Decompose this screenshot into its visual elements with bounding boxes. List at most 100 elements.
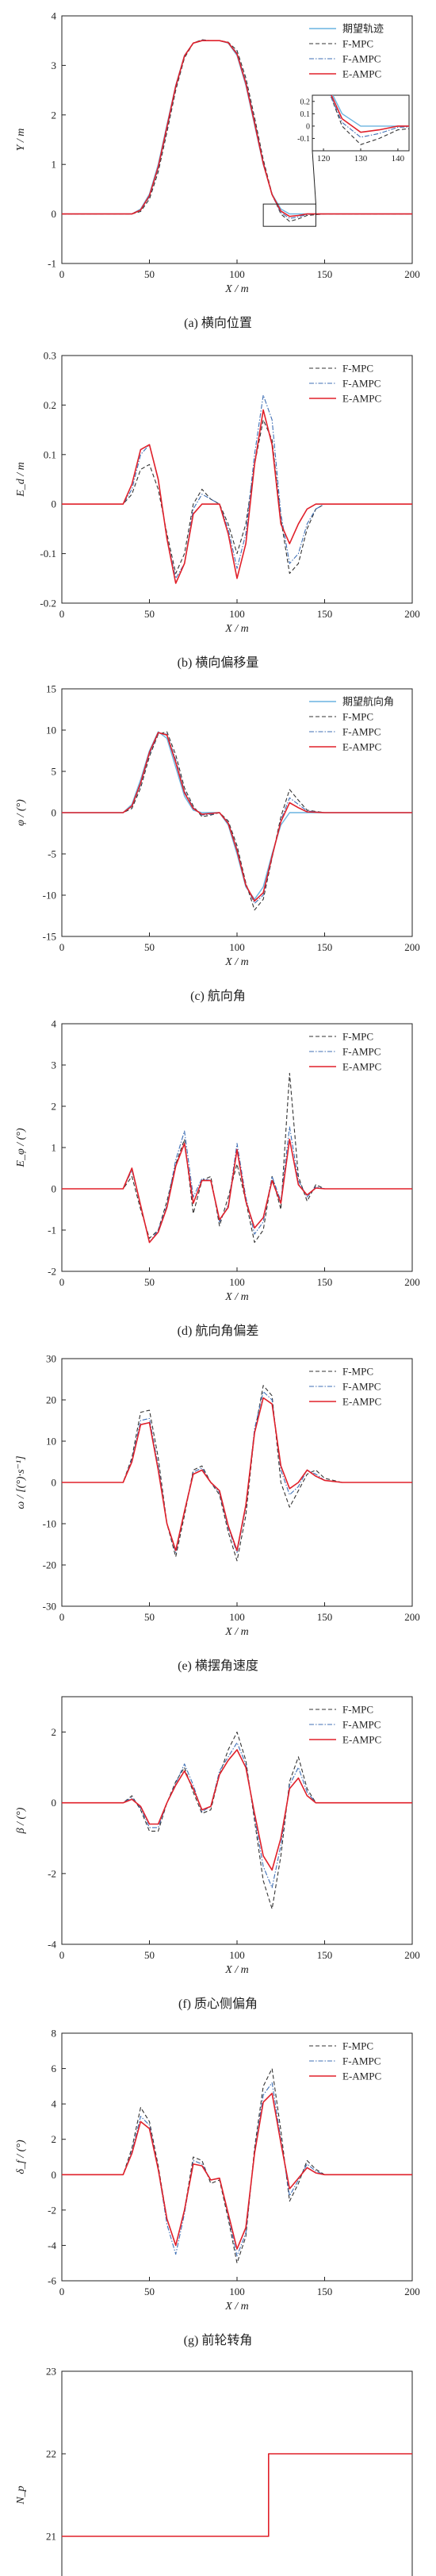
y-tick-label: 1 — [52, 159, 57, 171]
x-tick-label: 0 — [59, 608, 65, 620]
y-tick-label: -10 — [43, 890, 56, 902]
y-tick-label: 3 — [52, 1059, 57, 1071]
y-tick-label: -6 — [48, 2275, 56, 2287]
y-axis-label: β / (°) — [15, 1807, 27, 1834]
y-tick-label: 22 — [46, 2448, 56, 2460]
legend-label: F-MPC — [342, 1366, 373, 1378]
legend-label: E-AMPC — [342, 1396, 381, 1408]
x-axis-label: X / m — [224, 1291, 249, 1303]
x-tick-label: 150 — [317, 1611, 333, 1623]
chart-panel-3: 0 50 100 150 200 -2 -1 0 1 2 3 4 X / m E_φ / (°) (d) 航… — [15, 1018, 420, 1339]
x-axis-label: X / m — [224, 283, 249, 295]
x-tick-label: 50 — [144, 1949, 155, 1961]
x-tick-label: 50 — [144, 608, 155, 620]
x-tick-label: 150 — [317, 1276, 333, 1288]
y-tick-label: 0 — [52, 498, 57, 510]
legend-label: 期望轨迹 — [342, 23, 384, 35]
x-tick-label: 100 — [229, 1949, 245, 1961]
y-axis-label: E_d / m — [15, 462, 27, 498]
x-tick-label: 150 — [317, 941, 333, 953]
legend-label: F-AMPC — [342, 1381, 381, 1393]
figure-caption: (f) 质心侧偏角 — [178, 1997, 258, 2011]
y-tick-label: 0 — [52, 1797, 57, 1809]
series-line-f-mpc — [62, 1732, 412, 1909]
x-axis-label: X / m — [224, 2301, 249, 2313]
legend-label: F-MPC — [342, 38, 373, 50]
series-line-f-ampc — [62, 732, 412, 904]
y-axis-label: N_p — [15, 2486, 27, 2505]
y-tick-label: -2 — [48, 1867, 56, 1879]
y-tick-label: -4 — [48, 1939, 56, 1951]
inset-source-box — [262, 203, 316, 227]
x-tick-label: 100 — [229, 268, 245, 280]
y-tick-label: 0 — [52, 807, 57, 819]
y-tick-label: 2 — [52, 1726, 57, 1738]
legend-label: F-MPC — [342, 2040, 373, 2052]
y-tick-label: -2 — [48, 1266, 56, 1278]
y-tick-label: 4 — [52, 10, 57, 22]
inset-frame — [312, 94, 410, 152]
legend-label: F-AMPC — [342, 53, 381, 65]
x-tick-label: 50 — [144, 1611, 155, 1623]
x-tick-label: 150 — [317, 1949, 333, 1961]
plot-frame — [61, 2370, 413, 2576]
y-tick-label: 15 — [46, 683, 56, 695]
series-line-e-ampc — [62, 409, 412, 584]
y-tick-label: -0.2 — [40, 598, 56, 609]
x-tick-label: 200 — [404, 2286, 420, 2297]
legend-label: F-AMPC — [342, 2055, 381, 2067]
y-axis-label: δ_f / (°) — [15, 2140, 27, 2174]
x-tick-label: 50 — [144, 941, 155, 953]
x-tick-label: 150 — [317, 268, 333, 280]
y-tick-label: 8 — [52, 2028, 57, 2040]
x-tick-label: 200 — [404, 1276, 420, 1288]
series-line-f-ampc — [62, 394, 412, 579]
y-tick-label: 1 — [52, 1142, 57, 1154]
series-line-f-mpc — [62, 1072, 412, 1244]
figure-caption: (g) 前轮转角 — [184, 2333, 253, 2347]
x-axis-label: X / m — [224, 623, 249, 635]
series-line-f-ampc — [62, 1742, 412, 1889]
inset-y-tick-label: 0.2 — [300, 98, 311, 106]
inset-series-line — [332, 95, 409, 127]
legend-label: E-AMPC — [342, 1734, 381, 1746]
x-tick-label: 200 — [404, 608, 420, 620]
y-tick-label: 0.2 — [44, 399, 56, 411]
legend-label: E-AMPC — [342, 1061, 381, 1073]
y-tick-label: -0.1 — [40, 548, 56, 559]
x-tick-label: 100 — [229, 1276, 245, 1288]
y-tick-label: 0 — [52, 2169, 57, 2181]
legend-label: F-AMPC — [342, 726, 381, 738]
legend-label: 期望航向角 — [342, 696, 394, 708]
y-tick-label: 6 — [52, 2063, 57, 2074]
series-line-0 — [62, 2453, 412, 2537]
inset-connector — [312, 150, 316, 205]
chart-panel-6: 0 50 100 150 200 -6 -4 -2 0 2 4 6 8 X / m δ_f / (°) (g)… — [15, 2028, 420, 2348]
inset-x-tick-label: 130 — [354, 154, 368, 163]
y-tick-label: 0 — [52, 208, 57, 220]
series-line-e-ampc — [62, 2093, 412, 2250]
figure-caption: (c) 航向角 — [190, 989, 246, 1003]
y-tick-label: 2 — [52, 109, 57, 121]
series-line-e-ampc — [62, 732, 412, 902]
y-tick-label: -20 — [43, 1559, 56, 1571]
legend-label: F-MPC — [342, 711, 373, 723]
series-line-e-ampc — [62, 40, 412, 217]
x-tick-label: 150 — [317, 2286, 333, 2297]
y-tick-label: -1 — [48, 1225, 56, 1236]
y-tick-label: 0.1 — [44, 448, 56, 460]
y-tick-label: -5 — [48, 848, 56, 860]
x-tick-label: 50 — [144, 1276, 155, 1288]
y-tick-label: 20 — [46, 1394, 56, 1406]
legend-label: E-AMPC — [342, 68, 381, 80]
legend-label: F-MPC — [342, 1031, 373, 1043]
figure-caption: (e) 横摆角速度 — [178, 1659, 258, 1673]
legend-label: F-AMPC — [342, 1719, 381, 1731]
y-tick-label: 30 — [46, 1353, 56, 1365]
x-axis-label: X / m — [224, 1964, 249, 1976]
y-axis-label: Y / m — [15, 129, 27, 152]
y-tick-label: 10 — [46, 725, 56, 736]
y-axis-label: E_φ / (°) — [15, 1128, 27, 1167]
y-tick-label: 5 — [52, 766, 57, 778]
